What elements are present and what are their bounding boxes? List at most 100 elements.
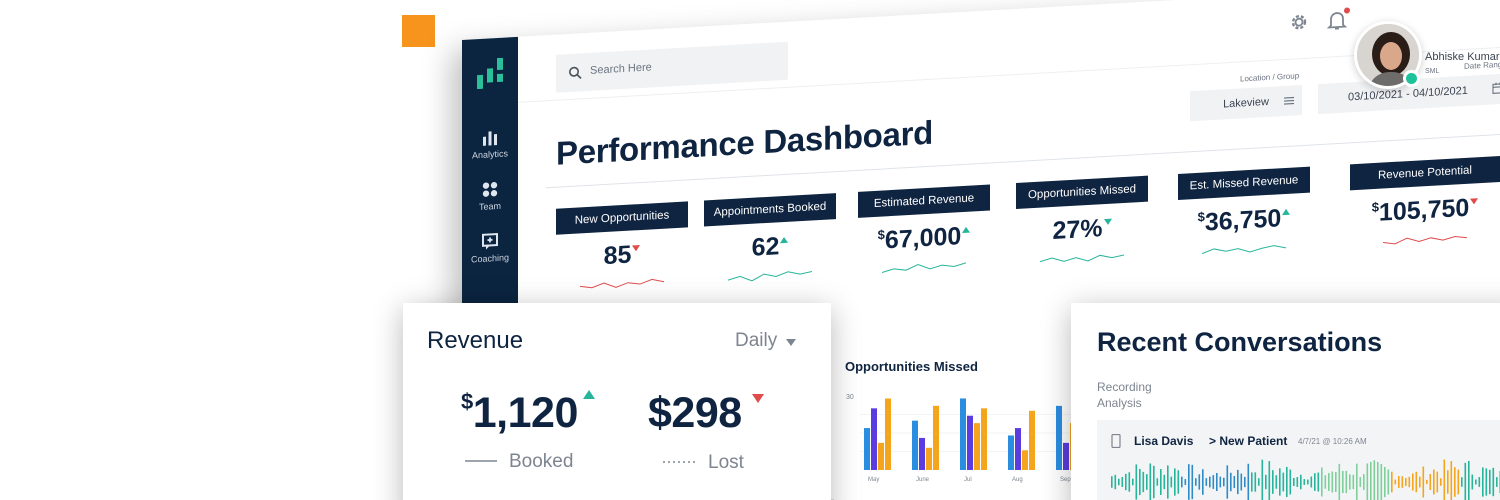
waveform-bar: [1125, 473, 1127, 491]
trend-down-icon: [1103, 218, 1112, 226]
waveform-bar: [1303, 479, 1306, 485]
waveform-bar: [1261, 459, 1264, 500]
waveform-bar: [1198, 474, 1201, 490]
waveform-bar: [1226, 465, 1229, 499]
waveform-bar: [1195, 478, 1197, 486]
audio-waveform: [1111, 459, 1500, 500]
metric-label: Revenue Potential: [1350, 155, 1500, 191]
waveform-bar: [1443, 459, 1446, 500]
waveform-bar: [1489, 469, 1491, 495]
metric-appointments-booked[interactable]: Appointments Booked 62: [704, 193, 836, 287]
waveform-bar: [1454, 467, 1456, 497]
metric-estimated-revenue[interactable]: Estimated Revenue $67,000: [858, 184, 990, 278]
notification-dot: [1344, 7, 1350, 14]
sidebar-item-label: Team: [478, 200, 501, 213]
dotted-line-legend-icon: [663, 461, 695, 463]
waveform-bar: [1184, 479, 1187, 485]
x-tick-label: Sep: [1060, 477, 1071, 483]
metric-est-missed-revenue[interactable]: Est. Missed Revenue $36,750: [1178, 166, 1310, 261]
waveform-bar: [1419, 476, 1421, 488]
opportunities-missed-panel: Opportunities Missed 30 May June Jul Aug Sep: [834, 344, 1074, 500]
bar-june-2: [926, 447, 932, 470]
waveform-bar: [1170, 476, 1173, 488]
waveform-bar: [1111, 476, 1113, 488]
gear-icon[interactable]: [1288, 11, 1310, 34]
metric-number: 27%: [1052, 214, 1103, 245]
search-input[interactable]: Search Here: [556, 41, 788, 93]
bell-icon[interactable]: [1326, 8, 1348, 31]
bar-aug-3: [1029, 410, 1035, 470]
conversation-time: 4/7/21 @ 10:26 AM: [1298, 437, 1367, 446]
conversation-item[interactable]: Lisa Davis > New Patient 4/7/21 @ 10:26 …: [1097, 420, 1500, 500]
waveform-bar: [1251, 472, 1253, 492]
waveform-bar: [1405, 478, 1407, 486]
waveform-bar: [1415, 471, 1418, 493]
waveform-bar: [1191, 464, 1194, 500]
waveform-bar: [1202, 469, 1204, 495]
bar-may-3: [885, 398, 891, 470]
waveform-bar: [1478, 477, 1481, 487]
date-range-value: 03/10/2021 - 04/10/2021: [1348, 84, 1468, 104]
waveform-bar: [1188, 464, 1190, 500]
waveform-bar: [1447, 470, 1449, 494]
search-icon: [569, 66, 582, 79]
period-select[interactable]: Daily: [735, 330, 778, 351]
waveform-bar: [1324, 475, 1327, 489]
waveform-bar: [1359, 477, 1362, 487]
sparkline: [580, 278, 664, 289]
waveform-bar: [1177, 470, 1180, 494]
waveform-bar: [1335, 471, 1337, 493]
waveform-bar: [1436, 471, 1439, 493]
metric-new-opportunities[interactable]: New Opportunities 85: [556, 201, 688, 295]
bar-chart-icon: [483, 131, 497, 146]
top-bar: Search Here: [518, 0, 1500, 103]
waveform-bar: [1149, 463, 1152, 500]
metric-opportunities-missed[interactable]: Opportunities Missed 27%: [1016, 175, 1148, 270]
sidebar-item-coaching[interactable]: Coaching: [462, 231, 518, 265]
waveform-bar: [1412, 473, 1414, 491]
waveform-bar: [1331, 471, 1334, 493]
metric-number: 85: [603, 240, 632, 271]
location-select[interactable]: Lakeview: [1190, 85, 1302, 122]
metric-number: 62: [751, 232, 780, 262]
waveform-bar: [1380, 463, 1383, 500]
waveform-bar: [1258, 478, 1260, 486]
bar-june-1: [919, 437, 925, 470]
waveform-bar: [1279, 468, 1281, 496]
x-tick-label: May: [868, 477, 879, 483]
user-name: Abhiske Kumar: [1425, 51, 1500, 63]
bar-sep-1: [1063, 442, 1069, 470]
online-status-dot: [1403, 70, 1420, 87]
waveform-bar: [1275, 475, 1278, 489]
currency-symbol: $: [877, 227, 885, 243]
chart-title: Opportunities Missed: [845, 359, 978, 374]
metric-value: 62: [704, 229, 836, 265]
metric-revenue-potential[interactable]: Revenue Potential $105,750: [1350, 155, 1500, 251]
waveform-bar: [1160, 469, 1162, 495]
sidebar-item-team[interactable]: Team: [462, 179, 518, 213]
bar-jul-3: [981, 408, 987, 470]
date-range-picker[interactable]: 03/10/2021 - 04/10/2021: [1318, 72, 1500, 115]
waveform-bar: [1482, 467, 1484, 497]
waveform-bar: [1216, 472, 1218, 492]
trend-up-icon: [780, 236, 789, 244]
waveform-bar: [1468, 461, 1470, 500]
sidebar-item-analytics[interactable]: Analytics: [462, 127, 518, 161]
chevron-down-icon[interactable]: [786, 339, 796, 346]
waveform-bar: [1181, 476, 1183, 488]
bar-sep-0: [1056, 405, 1062, 470]
avatar[interactable]: [1354, 21, 1422, 89]
waveform-bar: [1391, 471, 1393, 493]
trend-up-icon: [1282, 208, 1291, 216]
page-title: Performance Dashboard: [556, 113, 933, 172]
booked-number: 1,120: [472, 389, 579, 437]
waveform-bar: [1464, 462, 1467, 500]
waveform-bar: [1387, 469, 1390, 495]
waveform-bar: [1363, 474, 1365, 490]
waveform-bar: [1153, 465, 1155, 499]
bar-jul-0: [960, 398, 966, 470]
dashboard-window: Analytics Team Coaching: [462, 0, 1500, 500]
lost-value: $298: [648, 389, 742, 437]
sidebar: Analytics Team Coaching: [462, 36, 518, 500]
waveform-bar: [1132, 478, 1134, 486]
